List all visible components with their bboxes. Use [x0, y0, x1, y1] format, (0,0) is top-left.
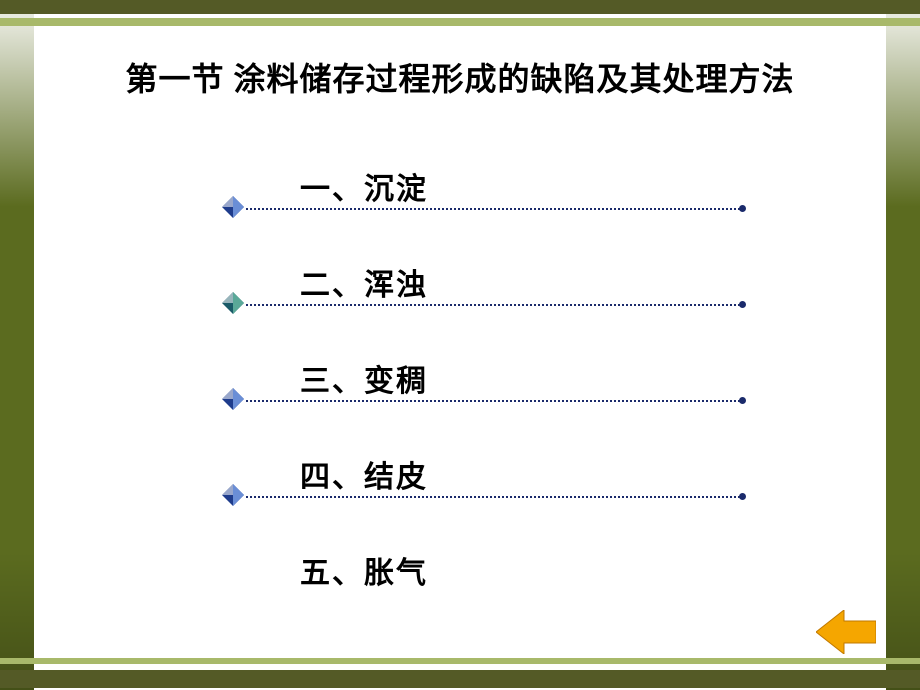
- slide: 第一节 涂料储存过程形成的缺陷及其处理方法 一、沉淀: [0, 0, 920, 690]
- item-label: 一、沉淀: [300, 164, 428, 208]
- diamond-bullet-icon: [222, 292, 244, 314]
- slide-title: 第一节 涂料储存过程形成的缺陷及其处理方法: [34, 54, 886, 100]
- item-underline: [246, 208, 740, 210]
- item-label: 四、结皮: [300, 452, 428, 496]
- list-item: 二、浑浊: [222, 260, 732, 356]
- list-item: 三、变稠: [222, 356, 732, 452]
- border-top: [0, 0, 920, 26]
- diamond-bullet-icon: [222, 388, 244, 410]
- border-right: [886, 0, 920, 690]
- list-item: 五、胀气: [222, 548, 732, 644]
- item-list: 一、沉淀 二、浑浊: [222, 164, 732, 644]
- diamond-bullet-icon: [222, 484, 244, 506]
- item-underline: [246, 304, 740, 306]
- border-bottom: [0, 658, 920, 690]
- border-left: [0, 0, 34, 690]
- item-underline: [246, 496, 740, 498]
- back-arrow-button[interactable]: [816, 610, 876, 654]
- item-label: 二、浑浊: [300, 260, 428, 304]
- item-label: 五、胀气: [300, 548, 428, 592]
- list-item: 四、结皮: [222, 452, 732, 548]
- content-area: 第一节 涂料储存过程形成的缺陷及其处理方法 一、沉淀: [34, 26, 886, 658]
- item-underline: [246, 400, 740, 402]
- item-label: 三、变稠: [300, 356, 428, 400]
- list-item: 一、沉淀: [222, 164, 732, 260]
- diamond-bullet-icon: [222, 196, 244, 218]
